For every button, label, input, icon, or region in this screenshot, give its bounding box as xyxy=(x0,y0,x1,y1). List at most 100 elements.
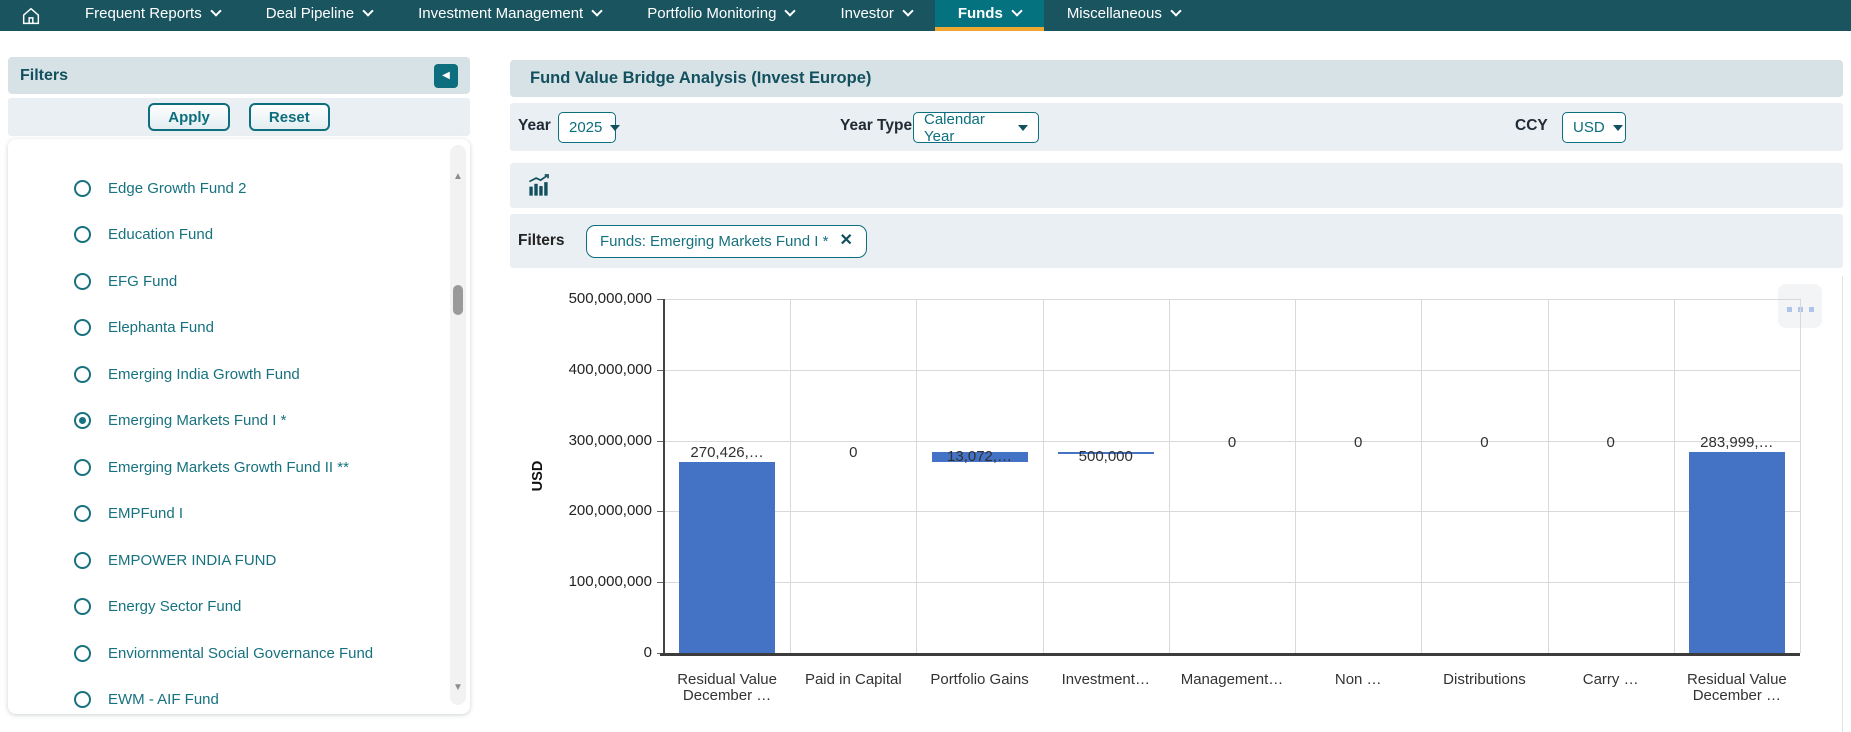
y-axis-tick-label: 200,000,000 xyxy=(522,502,652,519)
reset-button[interactable]: Reset xyxy=(249,103,330,131)
gridline-vertical xyxy=(1169,299,1170,653)
report-controls: Year 2025 Year Type Calendar Year CCY US… xyxy=(510,103,1843,151)
nav-item-funds[interactable]: Funds xyxy=(935,0,1044,31)
year-select[interactable]: 2025 xyxy=(558,112,616,143)
fund-filter-chip[interactable]: Funds: Emerging Markets Fund I * ✕ xyxy=(586,225,867,258)
page-title: Fund Value Bridge Analysis (Invest Europ… xyxy=(510,60,1843,97)
menu-dot xyxy=(1787,307,1792,312)
radio-icon[interactable] xyxy=(74,552,91,569)
fund-option[interactable]: Emerging Markets Fund I * xyxy=(8,398,470,445)
nav-item-frequent-reports[interactable]: Frequent Reports xyxy=(62,0,243,31)
caret-down-icon xyxy=(610,125,620,131)
filters-sidebar: Filters ◀ Apply Reset Edge Growth Fund 2… xyxy=(8,55,470,732)
nav-item-deal-pipeline[interactable]: Deal Pipeline xyxy=(243,0,395,31)
gridline-vertical xyxy=(1548,299,1549,653)
fund-list-scrollbar[interactable]: ▲ ▼ xyxy=(450,145,466,705)
collapse-sidebar-button[interactable]: ◀ xyxy=(434,64,458,88)
year-type-select[interactable]: Calendar Year xyxy=(913,112,1039,143)
gridline-horizontal xyxy=(664,370,1800,371)
nav-item-label: Miscellaneous xyxy=(1067,5,1162,22)
gridline-vertical xyxy=(916,299,917,653)
gridline-vertical xyxy=(1421,299,1422,653)
filters-panel-header: Filters ◀ xyxy=(8,57,470,94)
nav-item-investor[interactable]: Investor xyxy=(817,0,934,31)
chart-type-button[interactable] xyxy=(522,170,556,202)
filter-actions: Apply Reset xyxy=(8,98,470,136)
nav-item-label: Funds xyxy=(958,5,1003,22)
gridline-horizontal xyxy=(664,582,1800,583)
fund-option-label: EMPOWER INDIA FUND xyxy=(108,552,276,569)
filters-panel-title: Filters xyxy=(20,67,68,85)
radio-icon[interactable] xyxy=(74,505,91,522)
y-axis-tick-label: 400,000,000 xyxy=(522,361,652,378)
gridline-vertical xyxy=(790,299,791,653)
remove-filter-icon[interactable]: ✕ xyxy=(839,233,852,249)
fund-option[interactable]: Enviornmental Social Governance Fund xyxy=(8,630,470,677)
apply-button[interactable]: Apply xyxy=(148,103,230,131)
x-axis-category-label: Residual ValueDecember … xyxy=(1662,672,1812,704)
fund-option[interactable]: EFG Fund xyxy=(8,258,470,305)
fund-option-label: Emerging India Growth Fund xyxy=(108,366,300,383)
gridline-vertical xyxy=(1674,299,1675,653)
caret-down-icon xyxy=(1018,125,1028,131)
fund-option[interactable]: Elephanta Fund xyxy=(8,305,470,352)
fund-option[interactable]: EMPOWER INDIA FUND xyxy=(8,537,470,584)
nav-item-portfolio-monitoring[interactable]: Portfolio Monitoring xyxy=(624,0,817,31)
ccy-value: USD xyxy=(1573,119,1605,136)
fund-filter-chip-text: Funds: Emerging Markets Fund I * xyxy=(600,233,828,250)
top-nav: Frequent Reports Deal Pipeline Investment … xyxy=(0,0,1851,31)
home-button[interactable] xyxy=(0,0,62,31)
bar-chart-icon xyxy=(526,172,553,199)
fund-option[interactable]: Education Fund xyxy=(8,212,470,259)
gridline-vertical xyxy=(1295,299,1296,653)
chart-toolbar xyxy=(510,163,1843,208)
fund-option-label: EFG Fund xyxy=(108,273,177,290)
scroll-up-icon[interactable]: ▲ xyxy=(450,171,466,182)
radio-icon[interactable] xyxy=(74,273,91,290)
chevron-down-icon xyxy=(1011,5,1022,16)
fund-option-label: Energy Sector Fund xyxy=(108,598,241,615)
nav-menu: Frequent Reports Deal Pipeline Investment … xyxy=(62,0,1203,31)
radio-icon[interactable] xyxy=(74,645,91,662)
chevron-down-icon xyxy=(1170,5,1181,16)
radio-icon[interactable] xyxy=(74,319,91,336)
nav-item-label: Deal Pipeline xyxy=(266,5,354,22)
scroll-down-icon[interactable]: ▼ xyxy=(450,682,466,693)
fund-option[interactable]: Energy Sector Fund xyxy=(8,584,470,631)
y-axis-tick-label: 500,000,000 xyxy=(522,290,652,307)
fund-option[interactable]: Edge Growth Fund 2 xyxy=(8,165,470,212)
fund-option[interactable]: Emerging India Growth Fund xyxy=(8,351,470,398)
gridline-horizontal xyxy=(664,299,1800,300)
radio-icon[interactable] xyxy=(74,459,91,476)
bridge-bar xyxy=(679,462,775,653)
scrollbar-thumb[interactable] xyxy=(453,285,463,315)
chevron-down-icon xyxy=(785,5,796,16)
fund-option-label: Emerging Markets Growth Fund II ** xyxy=(108,459,349,476)
bar-value-label: 283,999,… xyxy=(1662,434,1812,451)
fund-option-label: Edge Growth Fund 2 xyxy=(108,180,246,197)
chevron-down-icon xyxy=(362,5,373,16)
nav-item-miscellaneous[interactable]: Miscellaneous xyxy=(1044,0,1203,31)
fund-option-label: Education Fund xyxy=(108,226,213,243)
filters-bar-label: Filters xyxy=(518,232,580,250)
ccy-select[interactable]: USD xyxy=(1562,112,1626,143)
collapse-left-icon: ◀ xyxy=(442,70,450,81)
radio-icon[interactable] xyxy=(74,598,91,615)
chevron-down-icon xyxy=(902,5,913,16)
radio-icon[interactable] xyxy=(74,226,91,243)
y-axis-tick-label: 100,000,000 xyxy=(522,573,652,590)
active-filters-bar: Filters Funds: Emerging Markets Fund I *… xyxy=(510,214,1843,268)
fund-option[interactable]: EMPFund I xyxy=(8,491,470,538)
radio-icon[interactable] xyxy=(74,180,91,197)
radio-icon[interactable] xyxy=(74,691,91,708)
fund-option[interactable]: EWM - AIF Fund xyxy=(8,677,470,715)
fund-option-label: EWM - AIF Fund xyxy=(108,691,219,708)
radio-icon[interactable] xyxy=(74,366,91,383)
year-type-value: Calendar Year xyxy=(924,111,1010,145)
fund-option[interactable]: Emerging Markets Growth Fund II ** xyxy=(8,444,470,491)
year-label: Year xyxy=(518,117,551,135)
nav-item-investment-management[interactable]: Investment Management xyxy=(395,0,624,31)
radio-icon[interactable] xyxy=(74,412,91,429)
home-icon xyxy=(20,5,42,27)
y-axis-tick-label: 0 xyxy=(522,644,652,661)
